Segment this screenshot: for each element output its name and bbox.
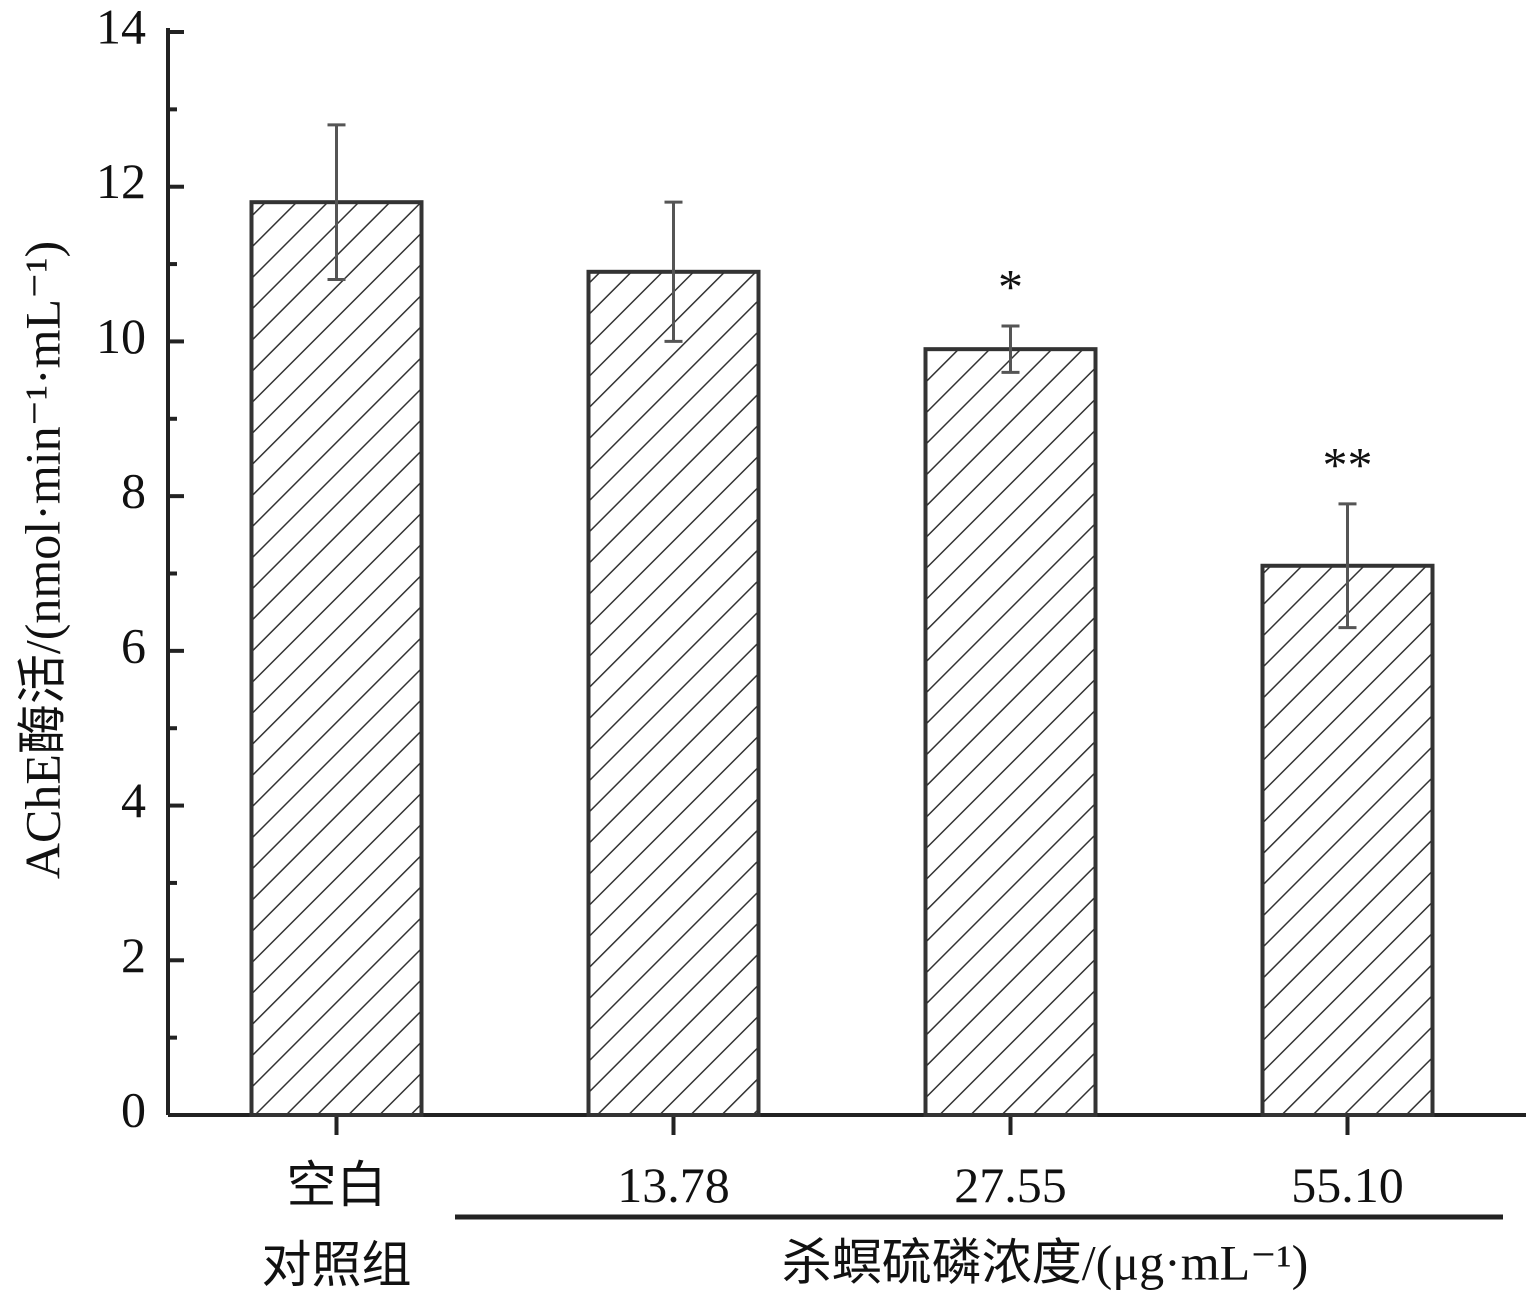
y-axis-title: AChE酶活/(nmol·min⁻¹·mL⁻¹) xyxy=(14,241,70,879)
significance-label: * xyxy=(998,258,1023,314)
y-tick-label: 6 xyxy=(121,617,146,673)
x-tick-label: 55.10 xyxy=(1291,1157,1404,1213)
x-axis-title: 杀螟硫磷浓度/(μg·mL⁻¹) xyxy=(782,1234,1308,1290)
x-tick-label: 27.55 xyxy=(954,1157,1067,1213)
significance-label: ** xyxy=(1323,436,1373,492)
x-tick-label: 空白 对照组 xyxy=(261,1157,412,1293)
y-tick-label: 4 xyxy=(121,772,146,828)
y-tick-label: 12 xyxy=(96,153,146,209)
y-tick-label: 8 xyxy=(121,463,146,519)
y-tick-label: 0 xyxy=(121,1081,146,1137)
y-tick-label: 2 xyxy=(121,927,146,983)
y-tick-label: 14 xyxy=(96,0,146,54)
x-tick-label: 13.78 xyxy=(617,1157,730,1213)
bar xyxy=(923,347,1098,1117)
bar xyxy=(249,200,424,1117)
y-tick-label: 10 xyxy=(96,308,146,364)
bar xyxy=(586,269,761,1117)
bar xyxy=(1260,563,1435,1117)
